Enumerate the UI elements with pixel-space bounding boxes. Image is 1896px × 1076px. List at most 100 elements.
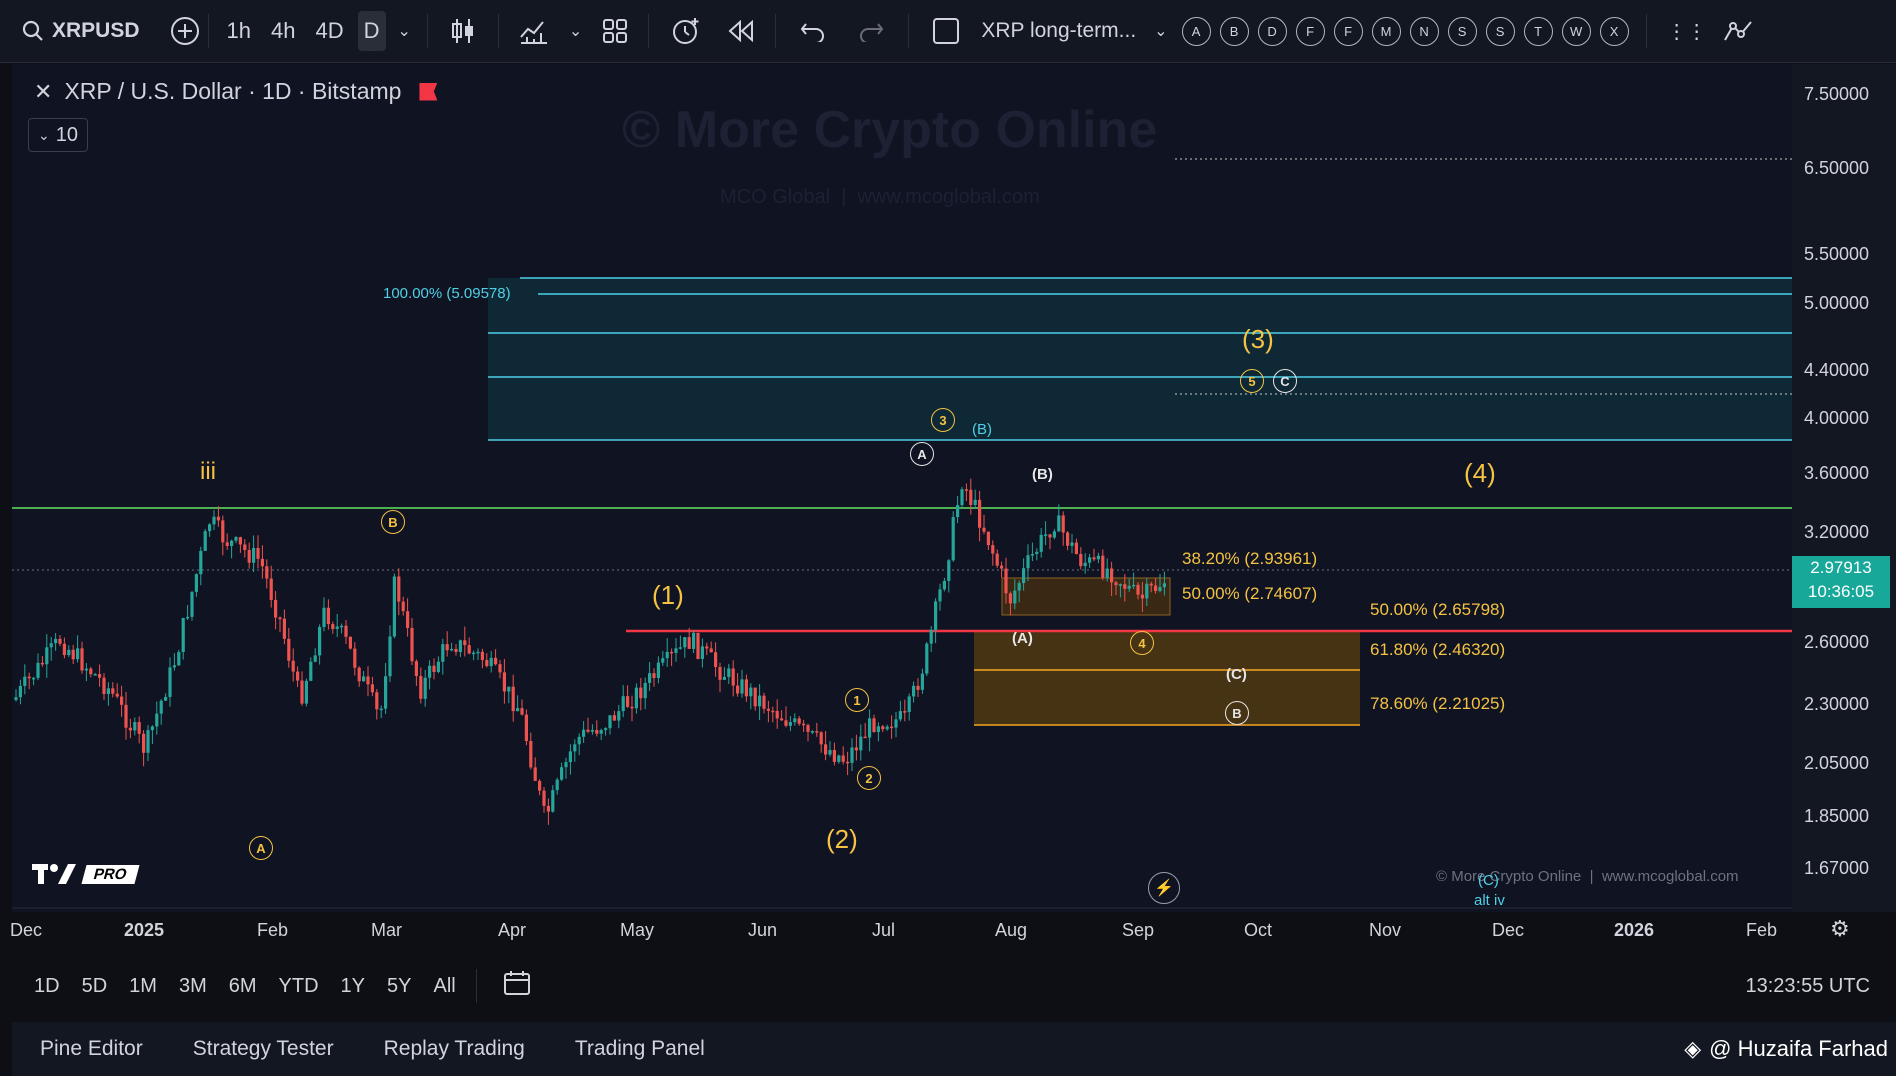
x-tick: Nov <box>1369 920 1402 940</box>
chevron-down-icon[interactable]: ⌄ <box>397 23 411 40</box>
alert-letter-d[interactable]: D <box>1257 16 1287 46</box>
drawing-tool-icon[interactable] <box>1723 11 1753 51</box>
date-range-calendar-icon[interactable] <box>503 970 533 1003</box>
x-tick: Jul <box>872 920 896 940</box>
range-1y[interactable]: 1Y <box>340 974 366 997</box>
candle-body <box>568 751 572 763</box>
candle-body <box>1154 585 1158 591</box>
chevron-down-icon[interactable]: ⌄ <box>568 23 583 40</box>
interval-1h[interactable]: 1h <box>226 18 252 43</box>
alert-letter-s[interactable]: S <box>1485 16 1515 46</box>
candle-body <box>1132 584 1136 587</box>
interval-4h[interactable]: 4h <box>271 18 296 43</box>
layout-grid-icon[interactable] <box>602 11 628 51</box>
fullscreen-square-icon[interactable] <box>931 11 961 51</box>
candle-body <box>890 726 894 729</box>
price-axis[interactable] <box>1792 64 1896 912</box>
alert-letter-a[interactable]: A <box>1181 16 1211 46</box>
tab-pine-editor[interactable]: Pine Editor <box>40 1037 143 1060</box>
candle-body <box>696 632 700 659</box>
alert-letter-n[interactable]: N <box>1409 16 1439 46</box>
indicators-icon[interactable] <box>519 11 549 51</box>
candle-body <box>621 696 625 712</box>
candle-body <box>551 790 555 812</box>
alert-letter-f[interactable]: F <box>1295 16 1325 46</box>
candle-body <box>1096 555 1100 560</box>
candle-body <box>740 679 744 694</box>
range-ytd[interactable]: YTD <box>278 974 319 997</box>
candle-body <box>727 668 731 677</box>
x-tick: May <box>620 920 655 940</box>
replay-icon[interactable] <box>727 11 755 51</box>
circled-label-2: 2 <box>857 766 881 790</box>
chart-title: XRP / U.S. Dollar · 1D · Bitstamp <box>64 78 402 104</box>
candle-body <box>595 729 599 734</box>
candle-body <box>665 651 669 659</box>
y-tick: 3.60000 <box>1804 463 1870 483</box>
compare-symbol-button[interactable] <box>170 11 200 51</box>
candle-body <box>379 708 383 711</box>
interval-4d[interactable]: 4D <box>315 18 344 43</box>
candle-body <box>476 651 480 654</box>
range-1d[interactable]: 1D <box>34 974 60 997</box>
chevron-down-icon[interactable]: ⌄ <box>1154 23 1168 40</box>
candles-icon[interactable] <box>450 11 476 51</box>
alert-letter-b[interactable]: B <box>1219 16 1249 46</box>
candle-body <box>1057 515 1061 532</box>
undo-icon[interactable] <box>800 11 826 51</box>
wave-label-3: (3) <box>1242 324 1274 354</box>
candle-body <box>1088 557 1092 563</box>
range-1m[interactable]: 1M <box>129 974 157 997</box>
alert-clock-icon[interactable] <box>671 11 701 51</box>
range-5d[interactable]: 5D <box>81 974 108 997</box>
tab-strategy-tester[interactable]: Strategy Tester <box>192 1037 334 1060</box>
candle-body <box>582 729 586 737</box>
range-6m[interactable]: 6M <box>228 974 257 997</box>
candle-body <box>524 714 528 742</box>
tradingview-logo: PRO <box>32 862 140 886</box>
current-price-value: 2.97913 <box>1810 558 1872 577</box>
redo-icon[interactable] <box>858 11 884 51</box>
candle-body <box>410 627 414 662</box>
chart-pane[interactable] <box>12 64 1792 912</box>
candle-body <box>388 636 392 677</box>
indicator-toggle[interactable]: ⌄ 10 <box>28 118 88 152</box>
flag-icon[interactable] <box>419 82 438 101</box>
interval-d[interactable]: D <box>357 11 386 51</box>
drag-handle-icon[interactable]: ⋮⋮ <box>1666 20 1707 43</box>
candle-body <box>898 711 902 720</box>
candle-body <box>190 591 194 617</box>
alert-letter-s[interactable]: S <box>1447 16 1477 46</box>
wave-label-4: (4) <box>1464 458 1496 488</box>
circled-label-1: 1 <box>845 688 869 712</box>
close-icon[interactable]: ✕ <box>34 78 53 104</box>
candle-body <box>84 668 88 671</box>
range-3m[interactable]: 3M <box>178 974 207 997</box>
candle-body <box>128 727 132 731</box>
range-all[interactable]: All <box>433 974 456 997</box>
tab-trading-panel[interactable]: Trading Panel <box>574 1037 705 1060</box>
alert-letter-t[interactable]: T <box>1523 16 1553 46</box>
candle-body <box>234 537 238 541</box>
tab-replay-trading[interactable]: Replay Trading <box>383 1037 525 1060</box>
settings-gear-icon[interactable]: ⚙ <box>1830 916 1850 941</box>
symbol-search[interactable]: XRPUSD <box>22 11 140 51</box>
candle-body <box>260 558 264 567</box>
candle-body <box>863 736 867 739</box>
circled-label-a-white: A <box>910 442 934 466</box>
separator <box>207 14 209 48</box>
alert-letter-m[interactable]: M <box>1371 16 1401 46</box>
clock-time[interactable]: 13:23:55 UTC <box>1745 974 1870 997</box>
layout-name[interactable]: XRP long-term... <box>981 19 1137 42</box>
candle-body <box>366 676 370 685</box>
lightning-icon[interactable]: ⚡ <box>1148 872 1180 904</box>
candle-body <box>1079 553 1083 567</box>
candle-body <box>221 520 225 543</box>
alert-letter-f[interactable]: F <box>1333 16 1363 46</box>
separator <box>908 14 910 48</box>
range-5y[interactable]: 5Y <box>387 974 412 997</box>
alert-letter-w[interactable]: W <box>1561 16 1591 46</box>
candle-body <box>1127 585 1131 589</box>
alert-letter-x[interactable]: X <box>1599 16 1629 46</box>
